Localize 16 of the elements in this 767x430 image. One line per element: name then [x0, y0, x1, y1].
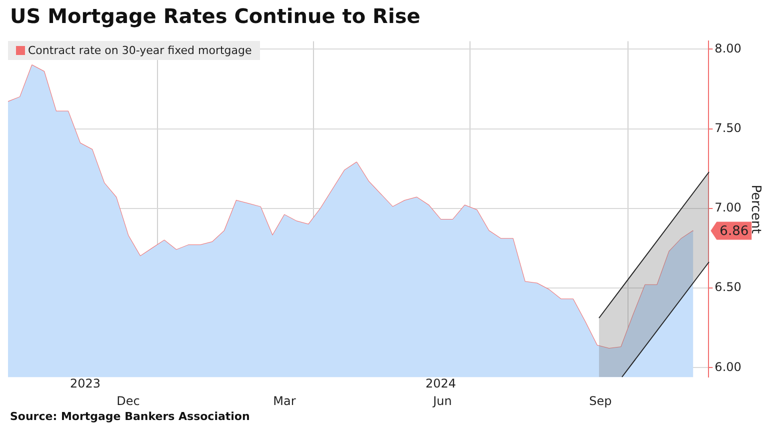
x2-tick-label: 2024 — [426, 376, 456, 391]
x-tick-label: Jun — [432, 394, 452, 408]
annotation: 6.86 — [720, 224, 749, 240]
y-tick-label: 6.00 — [714, 360, 742, 374]
x-tick-label: Sep — [589, 394, 612, 408]
y-tick-label: 6.50 — [714, 280, 742, 294]
source-note: Source: Mortgage Bankers Association — [10, 410, 250, 423]
y-tick-label: 7.50 — [714, 120, 742, 135]
x2-tick-label: 2023 — [70, 376, 101, 391]
x-tick-label: Mar — [273, 394, 296, 408]
y-tick-label: 7.00 — [714, 200, 742, 215]
x-tick-label: Dec — [116, 394, 140, 408]
legend-label: Contract rate on 30-year fixed mortgage — [28, 44, 252, 58]
y-axis-title: Percent — [748, 184, 763, 234]
y-tick-label: 8.00 — [714, 41, 742, 56]
chart-title: US Mortgage Rates Continue to Rise — [10, 4, 420, 28]
